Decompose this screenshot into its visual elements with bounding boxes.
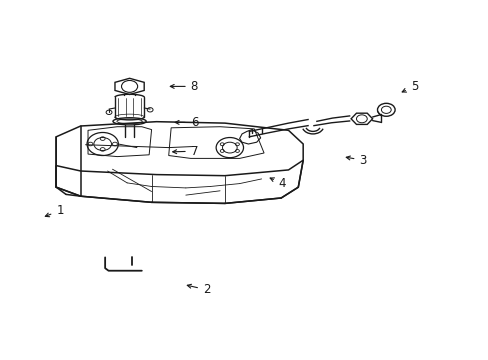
Text: 8: 8: [170, 80, 198, 93]
Text: 5: 5: [401, 80, 417, 93]
Text: 6: 6: [175, 116, 198, 129]
Text: 3: 3: [346, 154, 366, 167]
Text: 2: 2: [187, 283, 210, 296]
Text: 4: 4: [269, 177, 285, 190]
Text: 7: 7: [172, 145, 198, 158]
Text: 1: 1: [45, 204, 63, 217]
